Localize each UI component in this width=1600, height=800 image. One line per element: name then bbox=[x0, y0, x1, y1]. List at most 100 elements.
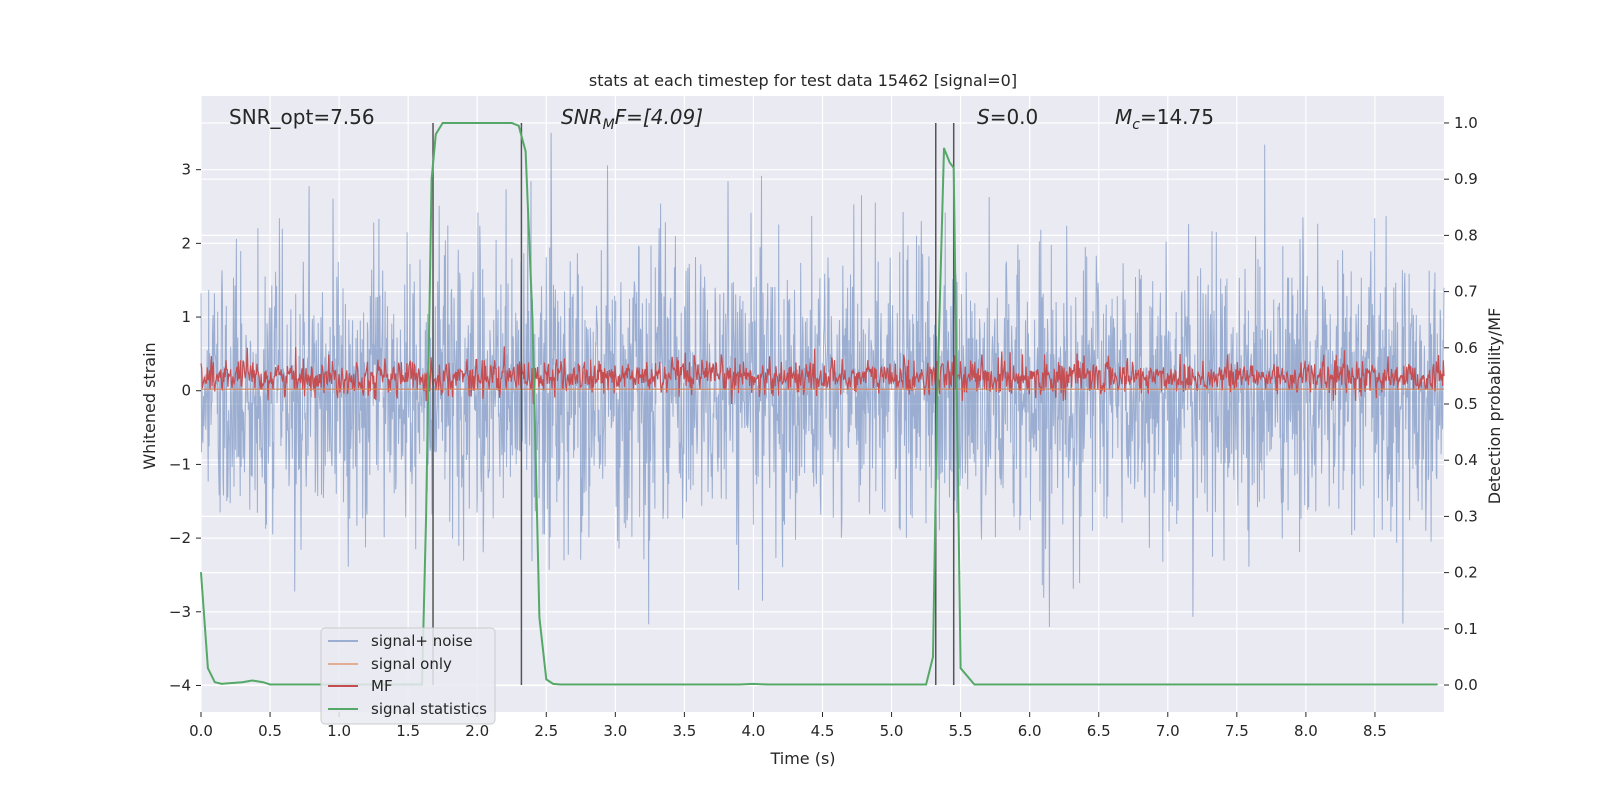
signal-statistics-series bbox=[200, 122, 1438, 686]
x-tick-label-13: 6.5 bbox=[1087, 722, 1111, 740]
stat-point-32 bbox=[752, 683, 755, 685]
y-right-tick-label-8: 0.2 bbox=[1454, 564, 1478, 582]
x-tick-label-11: 5.5 bbox=[949, 722, 973, 740]
stat-point-9 bbox=[283, 683, 285, 686]
stat-point-40 bbox=[948, 161, 951, 164]
y-right-tick-label-0: 1.0 bbox=[1454, 114, 1478, 132]
stat-point-28 bbox=[559, 683, 561, 686]
series-line-mf bbox=[200, 346, 1445, 405]
stat-point-34 bbox=[821, 683, 824, 686]
series-line-signal-noise bbox=[200, 132, 1445, 628]
stat-point-15 bbox=[425, 515, 427, 518]
stat-point-27 bbox=[552, 683, 554, 685]
x-tick-label-17: 8.5 bbox=[1363, 722, 1387, 740]
y-left-tick-label-4: −1 bbox=[169, 455, 191, 473]
y-left-tick-label-1: 2 bbox=[181, 234, 191, 252]
snr-mf-sub: M bbox=[603, 117, 615, 133]
snr-mf-rest: F=[4.09] bbox=[615, 105, 703, 129]
signal-noise-series bbox=[200, 132, 1445, 628]
y-right-tick-label-1: 0.9 bbox=[1454, 170, 1478, 188]
legend: signal+ noise signal only MF signal stat… bbox=[320, 627, 496, 725]
x-tick-label-4: 2.0 bbox=[465, 722, 489, 740]
stat-point-20 bbox=[504, 122, 506, 124]
stat-point-6 bbox=[251, 679, 253, 682]
s-main: S bbox=[977, 105, 990, 129]
stat-point-8 bbox=[269, 683, 271, 686]
stat-point-39 bbox=[943, 147, 945, 150]
x-axis-label: Time (s) bbox=[769, 749, 835, 768]
stat-point-38 bbox=[936, 403, 938, 405]
mc-annotation: Mc=14.75 bbox=[1115, 105, 1214, 133]
s-rest: =0.0 bbox=[990, 105, 1039, 129]
chart-title: stats at each timestep for test data 154… bbox=[589, 71, 1017, 90]
x-tick-label-8: 4.0 bbox=[742, 722, 766, 740]
x-tick-label-6: 3.0 bbox=[603, 722, 627, 740]
stat-point-3 bbox=[220, 683, 223, 685]
stat-point-4 bbox=[227, 682, 230, 685]
stat-point-36 bbox=[925, 683, 927, 686]
series-line-signal-statistics bbox=[200, 122, 1438, 686]
y-right-tick-label-7: 0.3 bbox=[1454, 507, 1478, 525]
x-tick-label-10: 5.0 bbox=[880, 722, 904, 740]
stat-point-22 bbox=[517, 124, 520, 127]
stat-point-29 bbox=[614, 683, 617, 686]
stat-point-37 bbox=[932, 656, 934, 658]
y-left-tick-label-0: 3 bbox=[181, 161, 191, 179]
y-left-tick-label-2: 1 bbox=[181, 308, 191, 326]
legend-label-signal-only: signal only bbox=[371, 655, 452, 673]
legend-box bbox=[320, 627, 496, 725]
stat-point-42 bbox=[959, 667, 962, 669]
stat-point-23 bbox=[524, 150, 527, 152]
x-tick-label-16: 8.0 bbox=[1294, 722, 1318, 740]
y-right-tick-label-4: 0.6 bbox=[1454, 339, 1478, 357]
stat-point-35 bbox=[890, 683, 893, 686]
x-tick-label-0: 0.0 bbox=[189, 722, 213, 740]
y-left-tick-label-3: 0 bbox=[181, 382, 191, 400]
stat-point-7 bbox=[262, 681, 264, 684]
stat-point-19 bbox=[476, 122, 479, 124]
x-tick-label-1: 0.5 bbox=[258, 722, 282, 740]
stat-point-47 bbox=[1436, 683, 1438, 686]
x-tick-label-15: 7.5 bbox=[1225, 722, 1249, 740]
x-tick-label-2: 1.0 bbox=[327, 722, 351, 740]
stat-point-43 bbox=[973, 683, 976, 686]
x-tick-label-7: 3.5 bbox=[672, 722, 696, 740]
stat-point-44 bbox=[1028, 683, 1031, 686]
y-right-tick-label-6: 0.4 bbox=[1454, 451, 1478, 469]
y-left-tick-label-7: −4 bbox=[169, 676, 191, 694]
stat-point-21 bbox=[510, 122, 513, 124]
y-right-tick-label-5: 0.5 bbox=[1454, 395, 1478, 413]
mf-series bbox=[200, 346, 1445, 405]
y-right-tick-label-10: 0.0 bbox=[1454, 676, 1478, 694]
stat-point-25 bbox=[538, 616, 541, 619]
stat-point-5 bbox=[241, 681, 244, 684]
stat-point-18 bbox=[441, 122, 444, 124]
y-left-tick-label-5: −2 bbox=[169, 529, 191, 547]
x-tick-label-5: 2.5 bbox=[534, 722, 558, 740]
s-annotation: S=0.0 bbox=[977, 105, 1038, 129]
stat-point-1 bbox=[207, 667, 209, 669]
snr-mf-annotation: SNRMF=[4.09] bbox=[561, 105, 703, 133]
y-left-axis-label: Whitened strain bbox=[140, 342, 159, 469]
stat-point-30 bbox=[683, 683, 686, 686]
mc-rest: =14.75 bbox=[1140, 105, 1214, 129]
x-axis-ticks: 0.0 0.5 1.0 1.5 2.0 2.5 3.0 3.5 4.0 4.5 5.0 5.5 6.0 6… bbox=[189, 712, 1387, 740]
stat-point-46 bbox=[1305, 683, 1307, 686]
legend-label-mf: MF bbox=[371, 677, 393, 695]
x-tick-label-14: 7.0 bbox=[1156, 722, 1180, 740]
mc-main: M bbox=[1115, 105, 1132, 129]
stat-point-31 bbox=[738, 683, 741, 686]
stat-point-16 bbox=[430, 178, 433, 180]
y-right-tick-label-9: 0.1 bbox=[1454, 620, 1478, 638]
y-right-tick-label-2: 0.8 bbox=[1454, 226, 1478, 244]
stat-point-41 bbox=[952, 167, 955, 169]
legend-label-signal-statistics: signal statistics bbox=[371, 700, 487, 718]
y-left-tick-label-6: −3 bbox=[169, 603, 191, 621]
stat-point-24 bbox=[531, 318, 534, 321]
stat-point-45 bbox=[1166, 683, 1169, 686]
stat-point-10 bbox=[310, 683, 313, 686]
y-right-axis-ticks: 1.0 0.9 0.8 0.7 0.6 0.5 0.4 0.3 0.2 0.1 0.0 bbox=[1444, 114, 1478, 694]
x-tick-label-9: 4.5 bbox=[811, 722, 835, 740]
stat-point-17 bbox=[434, 133, 437, 136]
